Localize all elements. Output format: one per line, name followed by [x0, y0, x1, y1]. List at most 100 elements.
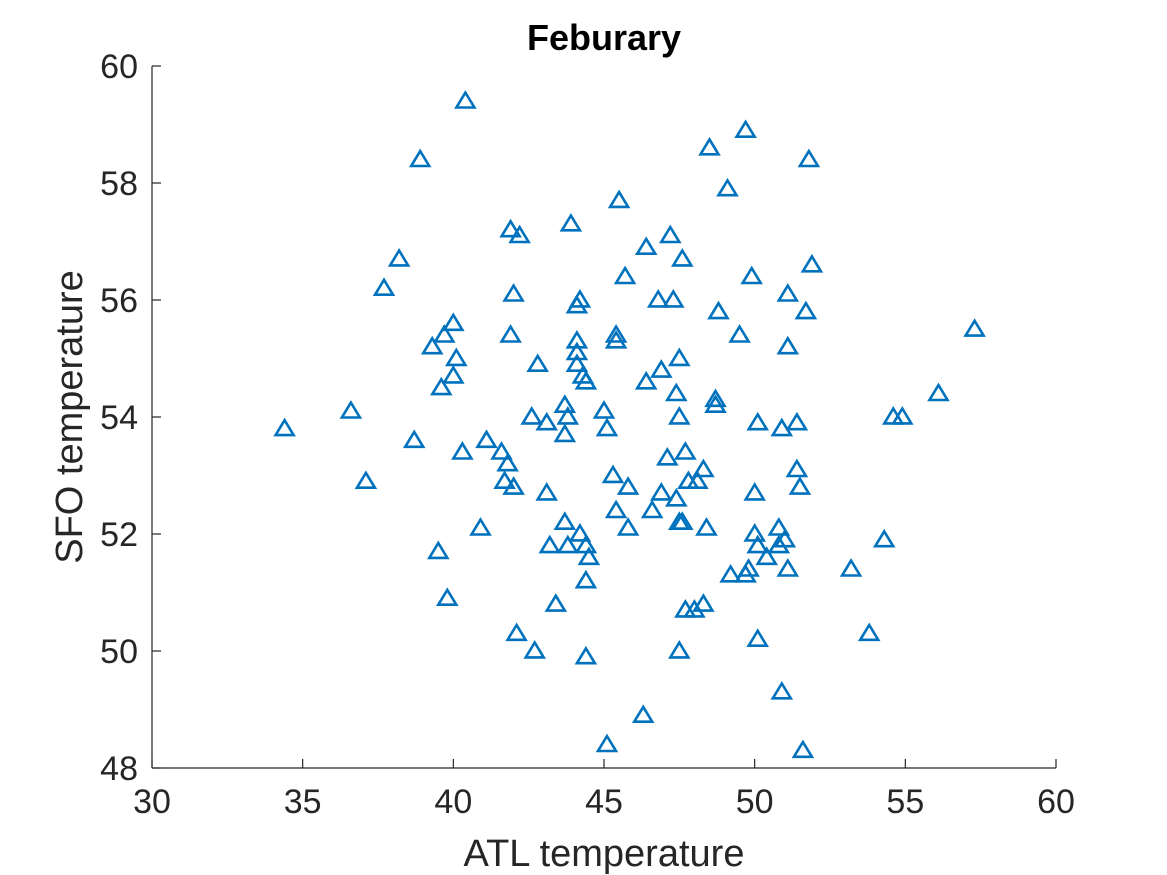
- x-tick-label: 35: [284, 783, 322, 821]
- data-point-triangle: [746, 628, 770, 648]
- data-point-triangle: [565, 341, 589, 361]
- data-point-triangle: [273, 417, 296, 437]
- data-point-triangle: [607, 189, 631, 209]
- data-point-triangle: [535, 481, 559, 501]
- data-point-triangle: [634, 236, 658, 255]
- data-point-triangle: [493, 470, 516, 490]
- data-point-triangle: [791, 739, 815, 759]
- data-point-triangle: [785, 411, 809, 431]
- data-point-triangle: [553, 511, 577, 531]
- x-ticks: 30 35 40 45 50 55 60: [133, 759, 1075, 821]
- data-point-triangle: [655, 446, 679, 466]
- data-point-triangle: [707, 300, 730, 320]
- data-point-triangle: [556, 405, 580, 425]
- data-point-triangle: [595, 417, 619, 437]
- data-point-triangle: [616, 476, 640, 495]
- data-point-triangle: [372, 277, 396, 297]
- data-point-triangle: [454, 90, 477, 109]
- data-point-triangle: [526, 353, 550, 373]
- data-point-triangle: [776, 335, 800, 355]
- data-point-triangle: [776, 558, 800, 577]
- data-point-triangle: [577, 546, 601, 566]
- data-point-triangle: [565, 294, 589, 314]
- data-point-triangle: [734, 119, 757, 138]
- data-point-triangle: [658, 224, 682, 244]
- data-point-triangle: [719, 563, 742, 583]
- y-tick-label: 52: [100, 516, 138, 554]
- data-point-triangle: [770, 417, 794, 437]
- data-point-triangle: [535, 411, 559, 431]
- data-point-triangle: [746, 534, 770, 554]
- data-point-triangle: [426, 540, 450, 560]
- data-point-triangle: [490, 441, 513, 460]
- data-point-triangle: [354, 470, 378, 490]
- data-point-triangle: [704, 388, 727, 408]
- data-point-triangle: [616, 517, 640, 536]
- y-tick-label: 60: [100, 48, 138, 86]
- data-point-triangle: [664, 382, 688, 402]
- data-point-triangle: [508, 224, 531, 244]
- data-point-triangle: [499, 218, 522, 238]
- data-point-triangle: [568, 522, 592, 542]
- x-tick-label: 50: [736, 783, 774, 821]
- data-point-triangle: [776, 283, 800, 302]
- x-tick-label: 30: [133, 783, 171, 821]
- data-point-triangle: [683, 598, 706, 618]
- data-point-triangle: [520, 405, 544, 425]
- data-point-triangle: [429, 376, 453, 396]
- data-points: [273, 90, 986, 759]
- data-point-triangle: [667, 347, 691, 367]
- data-point-triangle: [640, 499, 664, 519]
- data-point-triangle: [523, 639, 547, 659]
- data-point-triangle: [963, 318, 986, 337]
- data-point-triangle: [649, 359, 673, 378]
- data-point-triangle: [634, 370, 658, 390]
- data-point-triangle: [451, 441, 474, 460]
- data-point-triangle: [574, 569, 598, 589]
- data-point-triangle: [574, 370, 598, 390]
- y-tick-label: 58: [100, 165, 138, 203]
- data-point-triangle: [601, 464, 625, 484]
- data-point-triangle: [556, 534, 580, 554]
- data-point-triangle: [890, 405, 914, 425]
- data-point-triangle: [595, 733, 619, 753]
- data-point-triangle: [797, 148, 821, 168]
- data-point-triangle: [704, 394, 727, 414]
- data-point-triangle: [692, 593, 715, 612]
- data-point-triangle: [857, 622, 881, 642]
- data-point-triangle: [402, 429, 426, 449]
- data-point-triangle: [674, 441, 697, 460]
- data-point-triangle: [794, 300, 818, 320]
- data-point-triangle: [553, 423, 577, 443]
- data-point-triangle: [743, 522, 767, 542]
- data-point-triangle: [339, 400, 363, 419]
- data-point-triangle: [670, 247, 694, 267]
- data-point-triangle: [785, 458, 809, 478]
- data-point-triangle: [604, 499, 628, 519]
- data-point-triangle: [695, 517, 718, 536]
- data-point-triangle: [698, 136, 721, 156]
- data-point-triangle: [839, 558, 863, 577]
- data-point-triangle: [496, 452, 519, 472]
- data-point-triangle: [613, 265, 637, 285]
- data-point-triangle: [499, 324, 522, 343]
- y-axis-label: SFO temperature: [49, 270, 91, 564]
- data-point-triangle: [565, 353, 589, 373]
- data-point-triangle: [441, 312, 465, 332]
- data-point-triangle: [740, 265, 764, 285]
- data-point-triangle: [538, 534, 562, 554]
- data-point-triangle: [544, 593, 568, 612]
- data-point-triangle: [604, 329, 628, 349]
- data-point-triangle: [444, 347, 468, 367]
- data-point-triangle: [767, 534, 791, 554]
- data-point-triangle: [631, 704, 655, 724]
- y-tick-label: 56: [100, 282, 138, 320]
- data-point-triangle: [505, 622, 528, 642]
- data-point-triangle: [420, 335, 444, 355]
- data-point-triangle: [661, 288, 685, 308]
- data-point-triangle: [475, 429, 498, 449]
- data-point-triangle: [686, 470, 709, 490]
- data-point-triangle: [728, 324, 751, 343]
- data-point-triangle: [441, 364, 465, 384]
